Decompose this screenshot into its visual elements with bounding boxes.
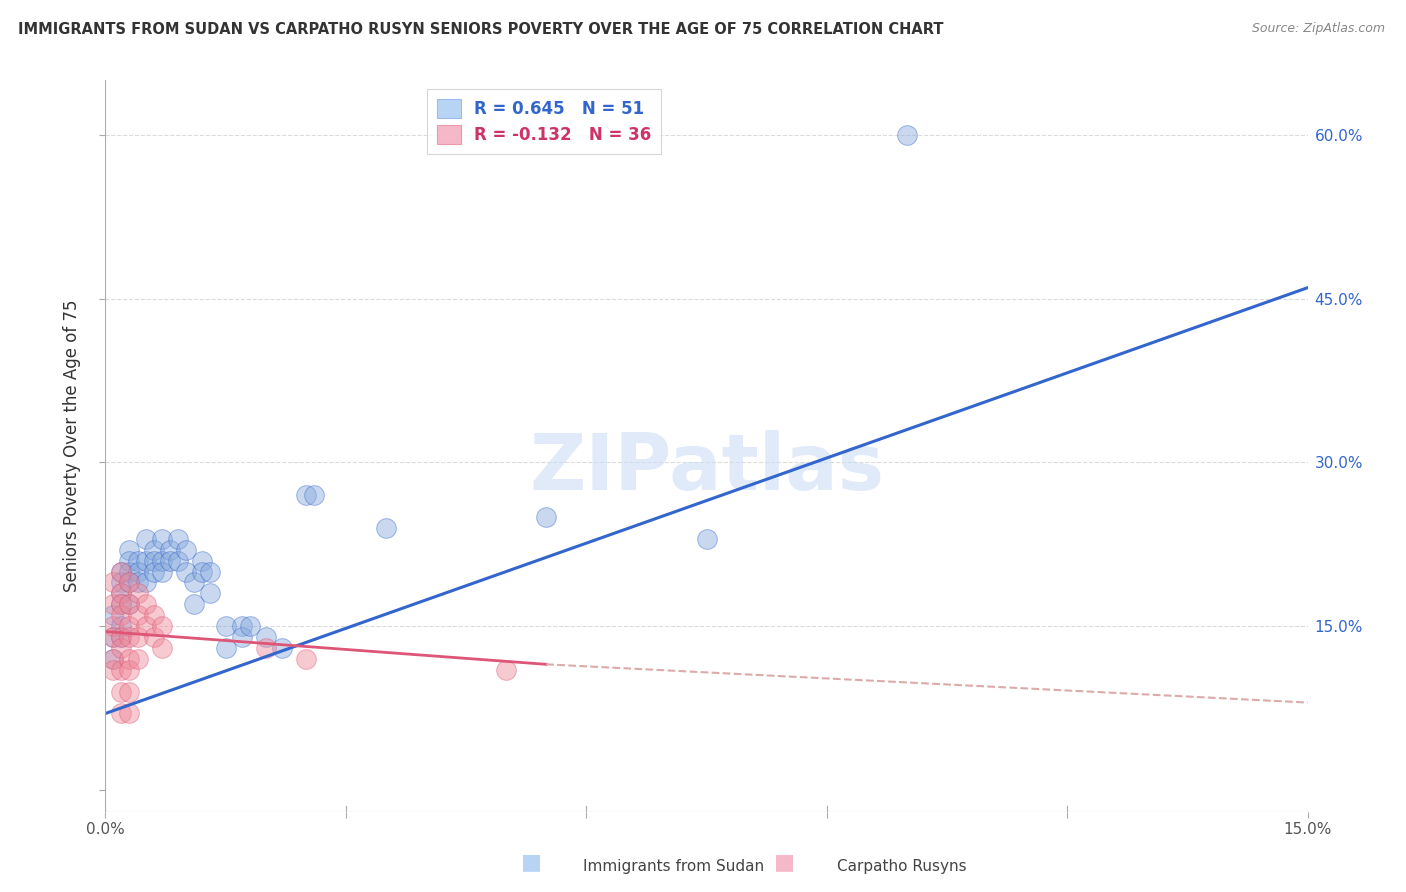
Point <box>110 597 132 611</box>
Point <box>118 565 141 579</box>
Point <box>110 706 132 721</box>
Point <box>118 575 141 590</box>
Point <box>110 575 132 590</box>
Point <box>103 608 125 623</box>
Point <box>142 608 165 623</box>
Point <box>118 554 141 568</box>
Text: Source: ZipAtlas.com: Source: ZipAtlas.com <box>1251 22 1385 36</box>
Point <box>103 575 125 590</box>
Point <box>103 663 125 677</box>
Point <box>254 640 277 655</box>
Point <box>174 542 197 557</box>
Point <box>166 554 188 568</box>
Point <box>150 619 173 633</box>
Point <box>190 565 212 579</box>
Point <box>110 630 132 644</box>
Text: ■: ■ <box>775 853 794 872</box>
Point <box>127 630 149 644</box>
Y-axis label: Seniors Poverty Over the Age of 75: Seniors Poverty Over the Age of 75 <box>63 300 82 592</box>
Point <box>214 619 236 633</box>
Point <box>183 597 205 611</box>
Point <box>198 586 221 600</box>
Point <box>159 542 181 557</box>
Point <box>127 565 149 579</box>
Text: Carpatho Rusyns: Carpatho Rusyns <box>837 859 966 874</box>
Point <box>110 608 132 623</box>
Point <box>110 630 132 644</box>
Point <box>103 619 125 633</box>
Point <box>135 597 157 611</box>
Point <box>110 586 132 600</box>
Point <box>150 640 173 655</box>
Point <box>231 630 253 644</box>
Point <box>118 619 141 633</box>
Point <box>142 554 165 568</box>
Point <box>270 640 292 655</box>
Point <box>110 597 132 611</box>
Point <box>142 542 165 557</box>
Point <box>150 565 173 579</box>
Point <box>110 565 132 579</box>
Point <box>118 630 141 644</box>
Point <box>110 684 132 698</box>
Point <box>135 619 157 633</box>
Point <box>118 706 141 721</box>
Point <box>174 565 197 579</box>
Point <box>295 488 318 502</box>
Point <box>159 554 181 568</box>
Point <box>135 554 157 568</box>
Point <box>495 663 517 677</box>
Point <box>896 128 918 142</box>
Point <box>254 630 277 644</box>
Point <box>127 586 149 600</box>
Point <box>127 652 149 666</box>
Point <box>135 532 157 546</box>
Point <box>127 608 149 623</box>
Point <box>103 652 125 666</box>
Point <box>110 565 132 579</box>
Point <box>118 597 141 611</box>
Point <box>198 565 221 579</box>
Point <box>127 554 149 568</box>
Point <box>103 630 125 644</box>
Text: ■: ■ <box>522 853 541 872</box>
Point <box>295 652 318 666</box>
Point <box>135 575 157 590</box>
Point <box>118 652 141 666</box>
Point <box>239 619 262 633</box>
Point <box>110 640 132 655</box>
Point <box>110 663 132 677</box>
Point <box>118 597 141 611</box>
Point <box>374 521 398 535</box>
Point <box>118 663 141 677</box>
Point <box>127 575 149 590</box>
Point <box>142 565 165 579</box>
Legend: R = 0.645   N = 51, R = -0.132   N = 36: R = 0.645 N = 51, R = -0.132 N = 36 <box>427 88 661 153</box>
Point <box>142 630 165 644</box>
Point <box>214 640 236 655</box>
Point <box>696 532 718 546</box>
Text: Immigrants from Sudan: Immigrants from Sudan <box>583 859 765 874</box>
Point <box>302 488 325 502</box>
Point <box>103 630 125 644</box>
Point <box>103 652 125 666</box>
Point <box>183 575 205 590</box>
Point <box>534 510 557 524</box>
Point <box>110 619 132 633</box>
Point <box>118 542 141 557</box>
Point <box>150 554 173 568</box>
Text: IMMIGRANTS FROM SUDAN VS CARPATHO RUSYN SENIORS POVERTY OVER THE AGE OF 75 CORRE: IMMIGRANTS FROM SUDAN VS CARPATHO RUSYN … <box>18 22 943 37</box>
Point <box>110 586 132 600</box>
Text: ZIPatlas: ZIPatlas <box>529 430 884 506</box>
Point <box>118 684 141 698</box>
Point <box>118 575 141 590</box>
Point <box>103 597 125 611</box>
Point <box>190 554 212 568</box>
Point <box>231 619 253 633</box>
Point <box>150 532 173 546</box>
Point <box>166 532 188 546</box>
